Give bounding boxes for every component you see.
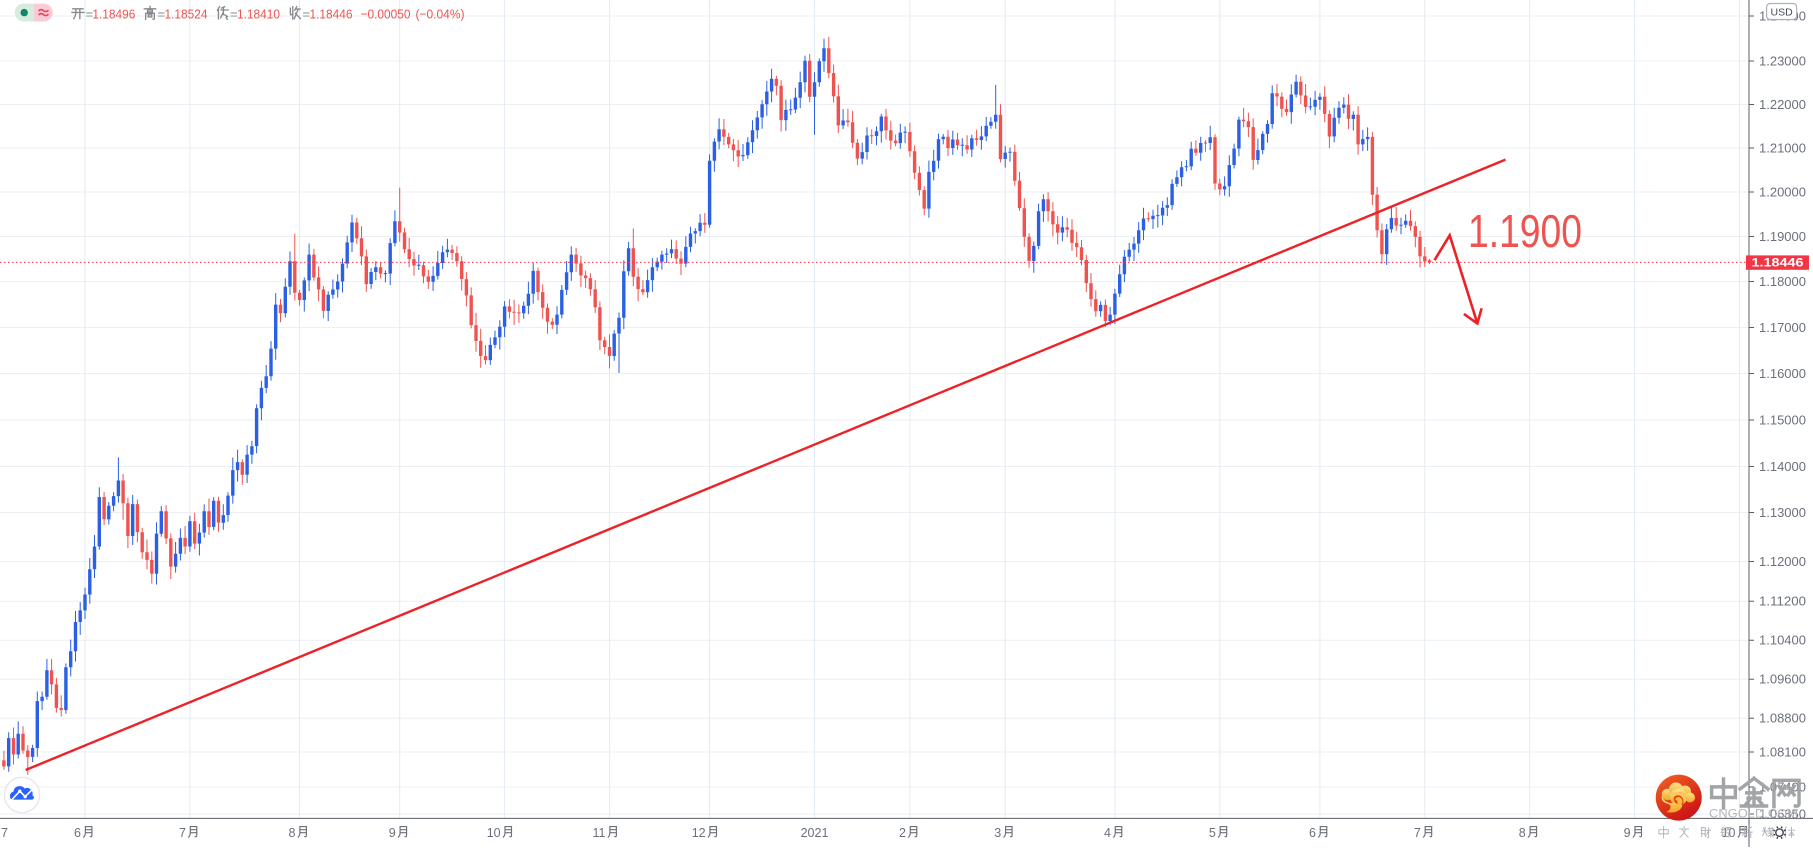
svg-text:8: 8 (1519, 826, 1526, 840)
svg-text:1.17000: 1.17000 (1759, 321, 1806, 335)
svg-text:1.14000: 1.14000 (1759, 460, 1806, 474)
svg-text:1.19000: 1.19000 (1759, 230, 1806, 244)
svg-text:1.20000: 1.20000 (1759, 185, 1806, 199)
svg-text:1.12000: 1.12000 (1759, 555, 1806, 569)
svg-text:USD: USD (1771, 7, 1794, 19)
svg-text:1.10400: 1.10400 (1759, 634, 1806, 648)
svg-text:6: 6 (1309, 826, 1316, 840)
svg-text:11: 11 (593, 826, 606, 840)
svg-text:1.18410: 1.18410 (237, 6, 280, 21)
svg-text:2021: 2021 (801, 826, 829, 840)
svg-text:CNGOLD.COM: CNGOLD.COM (1709, 807, 1798, 821)
svg-text:8: 8 (289, 826, 296, 840)
svg-text:1.11200: 1.11200 (1759, 595, 1806, 609)
svg-text:5: 5 (1209, 826, 1216, 840)
svg-text:1.18524: 1.18524 (165, 6, 208, 21)
svg-text:9: 9 (1624, 826, 1631, 840)
svg-text:1.18446: 1.18446 (1752, 258, 1804, 270)
svg-text:1.18446: 1.18446 (310, 6, 353, 21)
svg-text:=: = (86, 6, 94, 21)
svg-text:12: 12 (692, 826, 706, 840)
svg-text:9: 9 (389, 826, 396, 840)
svg-text:1.15000: 1.15000 (1759, 413, 1806, 427)
svg-text:7: 7 (179, 826, 186, 840)
svg-text:3: 3 (994, 826, 1001, 840)
svg-text:2: 2 (899, 826, 906, 840)
svg-text:7: 7 (1414, 826, 1421, 840)
svg-text:1.13000: 1.13000 (1759, 506, 1806, 520)
svg-text:1.18000: 1.18000 (1759, 275, 1806, 289)
svg-text:=: = (230, 6, 238, 21)
svg-text:1.06850: 1.06850 (1759, 807, 1806, 821)
svg-text:(−0.04%): (−0.04%) (416, 6, 465, 21)
svg-text:4: 4 (1104, 826, 1111, 840)
svg-text:−0.00050: −0.00050 (361, 6, 411, 21)
svg-text:1.18496: 1.18496 (92, 6, 135, 21)
svg-text:7: 7 (1, 826, 8, 840)
svg-text:=: = (303, 6, 311, 21)
svg-text:1.21000: 1.21000 (1759, 141, 1806, 155)
svg-text:1.1900: 1.1900 (1468, 205, 1582, 257)
svg-text:10: 10 (487, 826, 501, 840)
svg-text:1.09600: 1.09600 (1759, 673, 1806, 687)
svg-text:1.22000: 1.22000 (1759, 98, 1806, 112)
svg-text:6: 6 (74, 826, 81, 840)
svg-text:1.08800: 1.08800 (1759, 712, 1806, 726)
svg-text:1.08100: 1.08100 (1759, 745, 1806, 759)
svg-text:1.16000: 1.16000 (1759, 367, 1806, 381)
svg-text:=: = (158, 6, 166, 21)
svg-text:1.23000: 1.23000 (1759, 54, 1806, 68)
